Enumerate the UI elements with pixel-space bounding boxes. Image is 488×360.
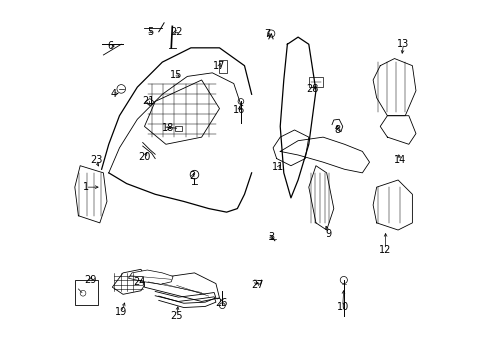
Text: 29: 29 bbox=[84, 275, 97, 285]
Polygon shape bbox=[128, 270, 173, 284]
Text: 4: 4 bbox=[111, 89, 117, 99]
Text: 23: 23 bbox=[90, 156, 102, 165]
Bar bbox=[75, 280, 98, 305]
Text: 14: 14 bbox=[393, 156, 405, 165]
Text: 26: 26 bbox=[215, 298, 227, 308]
Bar bbox=[175, 126, 182, 131]
Text: 24: 24 bbox=[133, 277, 145, 287]
Text: 10: 10 bbox=[336, 302, 348, 312]
Text: 18: 18 bbox=[161, 123, 173, 133]
Text: 12: 12 bbox=[379, 245, 391, 255]
Text: 20: 20 bbox=[138, 152, 150, 162]
Bar bbox=[308, 77, 323, 87]
Text: 5: 5 bbox=[146, 27, 153, 37]
Text: 9: 9 bbox=[325, 229, 331, 239]
Text: 28: 28 bbox=[305, 84, 318, 94]
Text: 21: 21 bbox=[142, 96, 154, 107]
Text: 13: 13 bbox=[397, 39, 409, 49]
Text: 17: 17 bbox=[213, 61, 225, 71]
Text: 8: 8 bbox=[334, 125, 340, 135]
Text: 6: 6 bbox=[107, 41, 113, 51]
Bar bbox=[218, 60, 226, 73]
Polygon shape bbox=[112, 269, 148, 294]
Text: 2: 2 bbox=[189, 171, 195, 181]
Text: 27: 27 bbox=[250, 280, 263, 291]
Polygon shape bbox=[144, 80, 219, 144]
Polygon shape bbox=[145, 99, 154, 106]
Text: 19: 19 bbox=[115, 307, 127, 317]
Text: 15: 15 bbox=[170, 69, 183, 80]
Polygon shape bbox=[144, 273, 219, 301]
Text: 7: 7 bbox=[264, 28, 270, 39]
Text: 22: 22 bbox=[170, 27, 183, 37]
Text: 25: 25 bbox=[170, 311, 183, 321]
Text: 1: 1 bbox=[82, 182, 88, 192]
Text: 3: 3 bbox=[268, 232, 274, 242]
Text: 16: 16 bbox=[233, 105, 245, 115]
Text: 11: 11 bbox=[272, 162, 284, 172]
